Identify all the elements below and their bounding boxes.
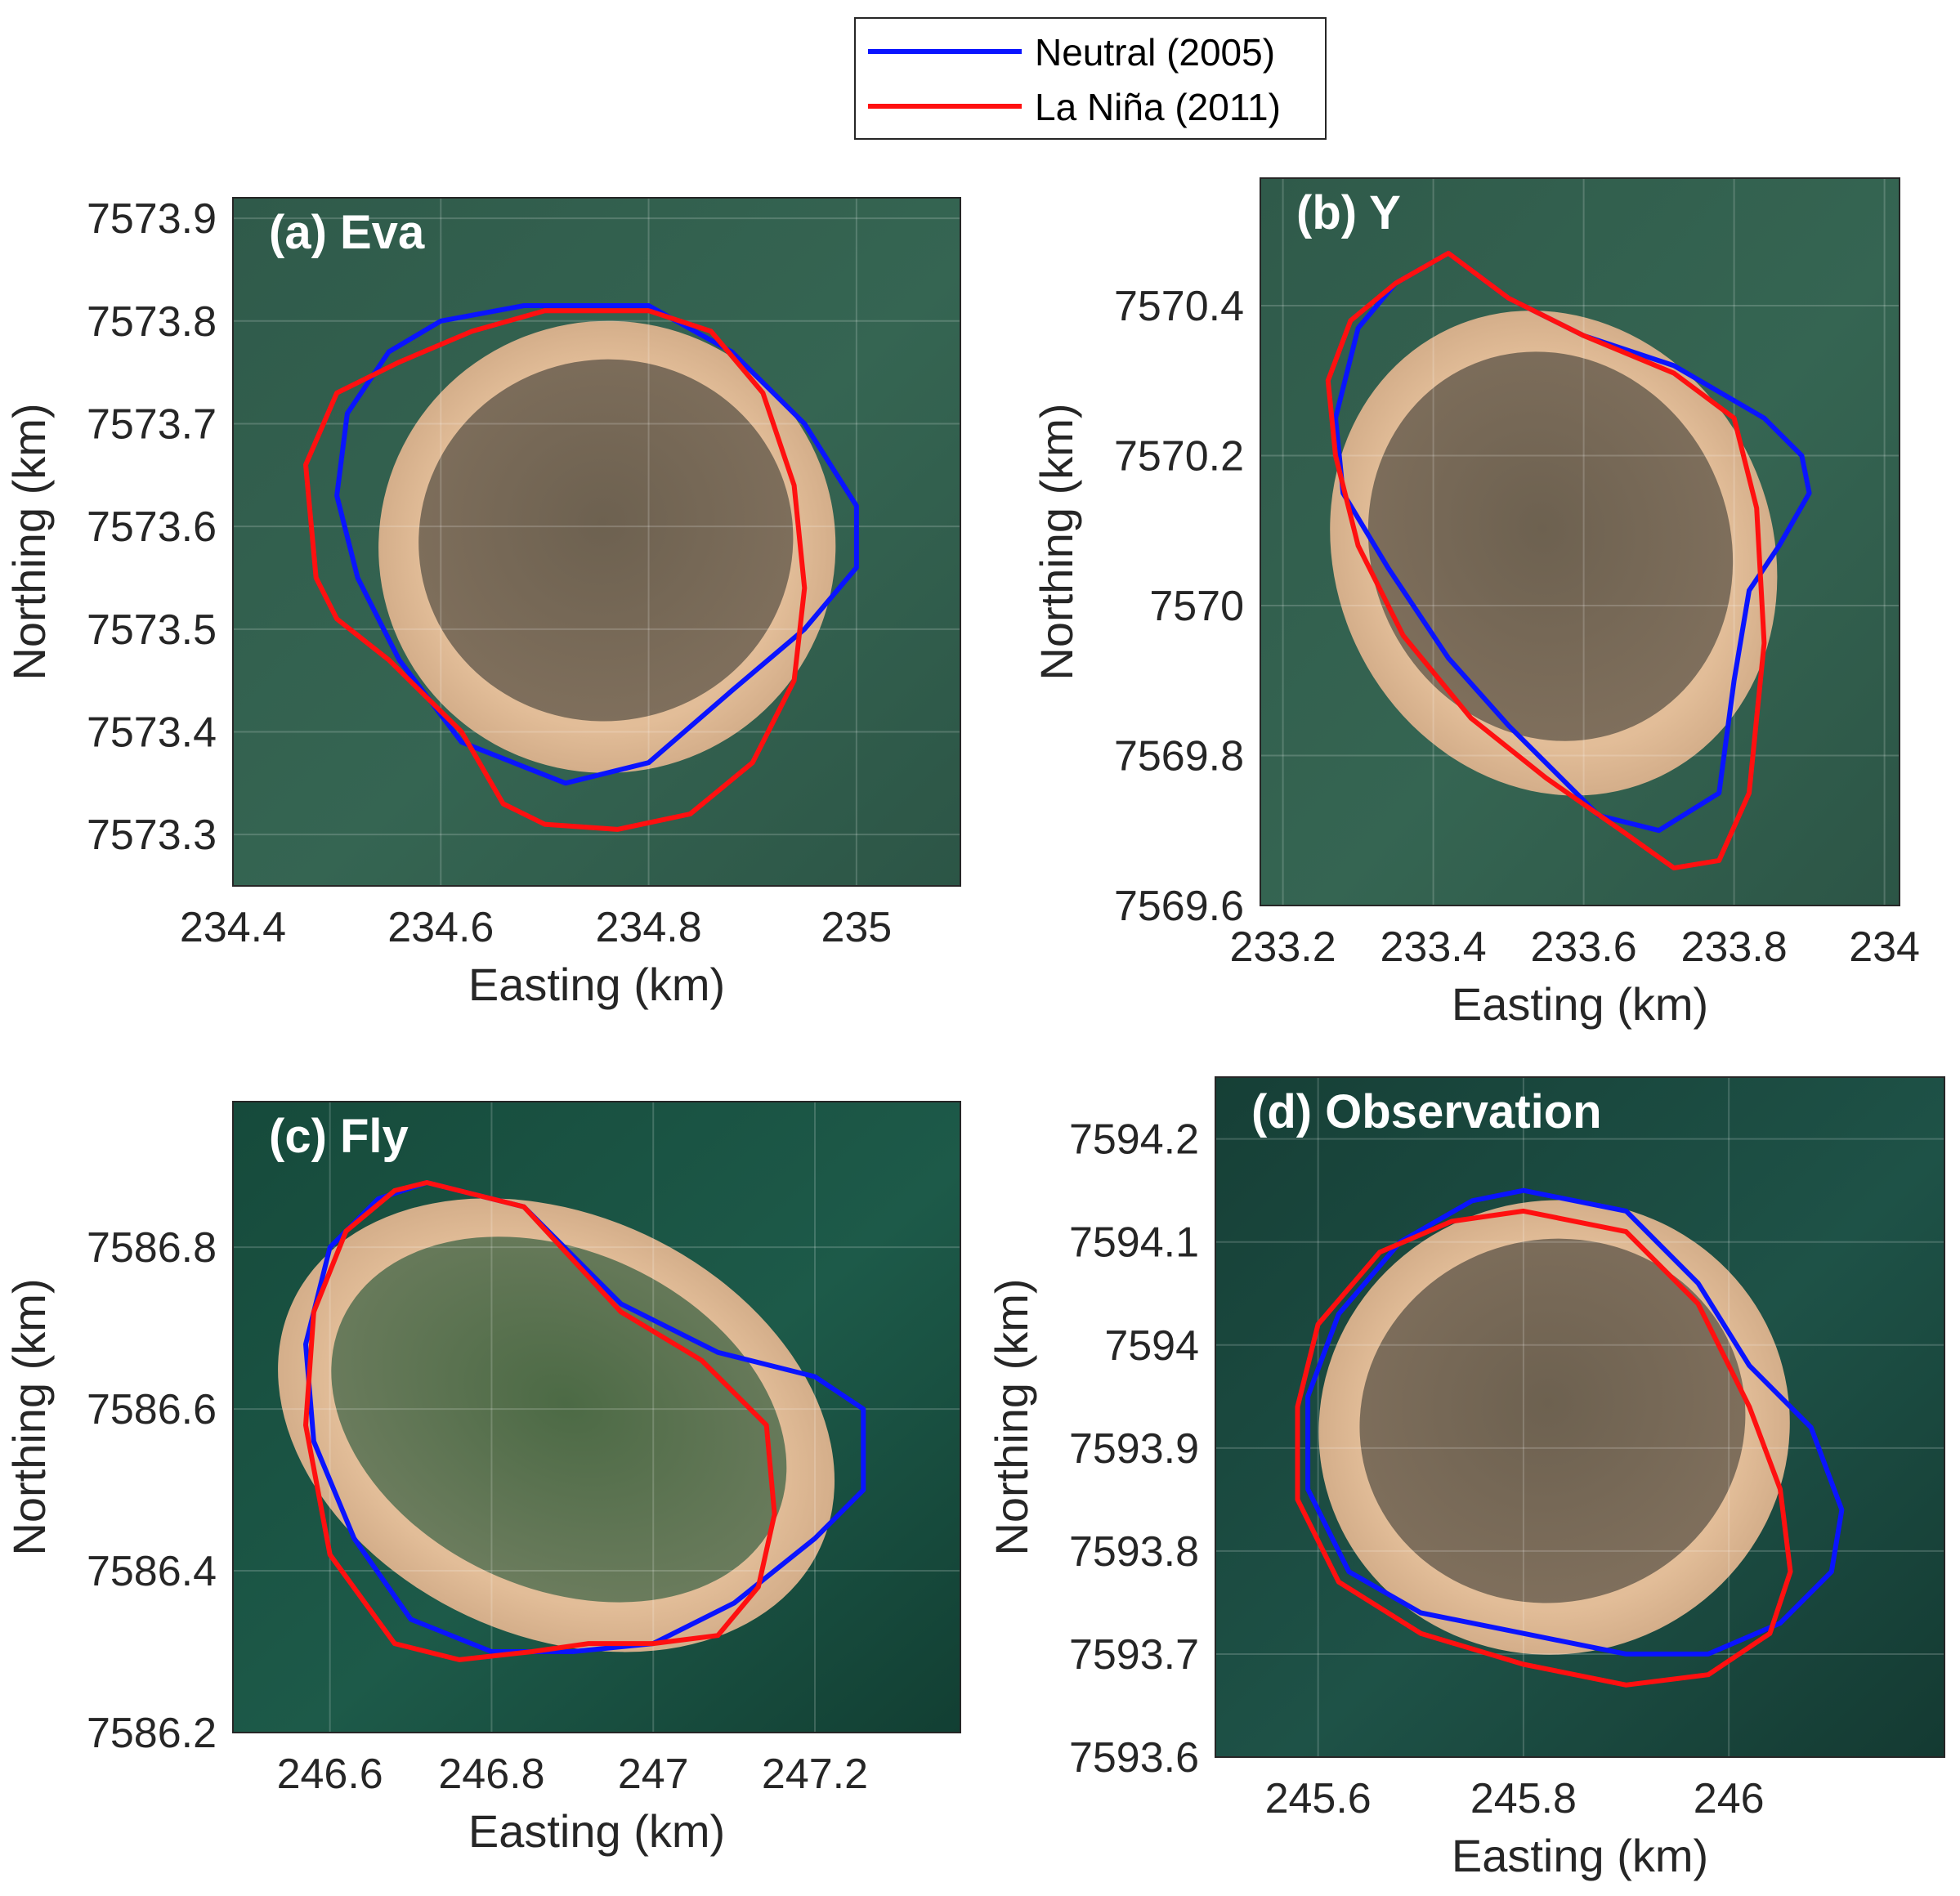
- panel-c-shoreline-la-nina-2011: [303, 1180, 777, 1662]
- panel-b-y-tick-label: 7570.2: [1114, 432, 1244, 480]
- panel-a-x-tick-label: 234.4: [180, 904, 286, 951]
- panel-b-x-tick-label: 233.6: [1531, 923, 1637, 971]
- panel-d-x-axis-title: Easting (km): [1452, 1830, 1708, 1881]
- panel-c-y-tick-label: 7586.8: [87, 1224, 217, 1272]
- panel-c-y-tick-label: 7586.4: [87, 1548, 217, 1595]
- panel-b-series: [1325, 250, 1812, 871]
- panel-a-y-tick-label: 7573.9: [87, 195, 217, 243]
- panel-c: (c) Fly 246.6 246.8 247 247.2 7586.27586.47…: [3, 1101, 961, 1857]
- panel-b-x-tick-labels: 233.2 233.4 233.6 233.8 234: [1230, 923, 1920, 971]
- panel-d-y-axis-title: Northing (km): [986, 1278, 1037, 1555]
- panel-b-y-tick-label: 7570: [1149, 583, 1244, 630]
- panel-c-x-tick-label: 246.8: [438, 1751, 544, 1798]
- panel-a-grid: [233, 198, 960, 886]
- panel-d-y-tick-labels: 7593.6 7593.7 7593.8 7593.9 7594 7594.1 7594.2: [1069, 1116, 1199, 1782]
- panel-c-y-tick-labels: 7586.2 7586.4 7586.6 7586.8: [87, 1224, 217, 1757]
- panel-a-x-tick-label: 234.8: [596, 904, 702, 951]
- panel-d-y-tick-label: 7593.9: [1069, 1425, 1199, 1473]
- panel-a: (a) Eva 234.4 234.6 234.8 235 7573.37573.47…: [3, 195, 961, 1010]
- panel-a-x-axis-title: Easting (km): [468, 959, 725, 1010]
- panel-d-x-tick-labels: 245.6 245.8 246: [1265, 1775, 1765, 1822]
- panel-c-x-tick-label: 247: [618, 1751, 689, 1798]
- panel-b-x-tick-label: 234: [1849, 923, 1920, 971]
- panel-b-y-axis-title: Northing (km): [1031, 403, 1082, 680]
- legend-entry-la-nina: La Niña (2011): [868, 86, 1281, 128]
- legend-entry-neutral: Neutral (2005): [868, 31, 1275, 74]
- panel-d-y-tick-label: 7594.2: [1069, 1116, 1199, 1164]
- panel-d-y-tick-label: 7593.7: [1069, 1631, 1199, 1679]
- legend-label-neutral: Neutral (2005): [1035, 31, 1275, 74]
- panel-b-island: [1330, 311, 1778, 796]
- panel-a-shoreline-la-nina-2011: [303, 308, 808, 832]
- legend: Neutral (2005) La Niña (2011): [854, 17, 1327, 140]
- panel-a-y-tick-label: 7573.4: [87, 709, 217, 756]
- panel-d-series: [1295, 1187, 1845, 1688]
- panel-b-grid: [1260, 178, 1900, 906]
- panel-a-island: [378, 320, 836, 773]
- panel-d-y-tick-label: 7593.8: [1069, 1528, 1199, 1576]
- panel-a-series: [303, 303, 859, 832]
- panel-a-y-tick-label: 7573.8: [87, 298, 217, 346]
- panel-c-grid: [233, 1102, 960, 1733]
- panel-c-y-tick-label: 7586.6: [87, 1386, 217, 1433]
- panel-d-x-tick-label: 245.8: [1470, 1775, 1577, 1822]
- panel-b-x-axis-title: Easting (km): [1452, 978, 1708, 1030]
- legend-box: [854, 17, 1327, 140]
- panel-d-island: [1318, 1200, 1790, 1655]
- panel-c-title: (c) Fly: [269, 1110, 409, 1163]
- panel-b-title: (b) Y: [1296, 186, 1401, 239]
- panel-c-x-tick-labels: 246.6 246.8 247 247.2: [277, 1751, 868, 1798]
- panel-b-y-tick-label: 7569.8: [1114, 732, 1244, 780]
- panel-a-island-vegetation: [418, 359, 794, 722]
- panel-a-y-tick-label: 7573.5: [87, 606, 217, 654]
- panel-a-y-tick-label: 7573.6: [87, 503, 217, 551]
- panel-c-axes-frame: [232, 1101, 961, 1733]
- panel-c-x-tick-label: 246.6: [277, 1751, 383, 1798]
- panel-d-y-tick-label: 7594.1: [1069, 1219, 1199, 1267]
- panel-a-x-tick-labels: 234.4 234.6 234.8 235: [180, 904, 892, 951]
- panel-c-y-tick-label: 7586.2: [87, 1710, 217, 1757]
- panel-d-shoreline-la-nina-2011: [1295, 1208, 1793, 1688]
- panel-d-y-tick-label: 7593.6: [1069, 1734, 1199, 1782]
- panel-a-title: (a) Eva: [269, 206, 425, 259]
- panel-c-x-axis-title: Easting (km): [468, 1805, 725, 1857]
- panel-b-island-vegetation: [1367, 351, 1734, 741]
- panel-c-y-axis-title: Northing (km): [3, 1278, 55, 1555]
- panel-b-y-tick-labels: 7569.6 7569.8 7570 7570.2 7570.4: [1114, 283, 1244, 930]
- panel-b-axes-frame: [1260, 177, 1900, 906]
- panel-b-x-tick-label: 233.8: [1681, 923, 1788, 971]
- panel-a-y-tick-label: 7573.7: [87, 400, 217, 448]
- panel-b-y-tick-label: 7569.6: [1114, 883, 1244, 930]
- panel-d-axes-frame: [1215, 1076, 1945, 1758]
- panel-a-y-tick-label: 7573.3: [87, 812, 217, 859]
- panel-c-series: [303, 1180, 866, 1662]
- panel-d-y-tick-label: 7594: [1104, 1322, 1199, 1370]
- panel-a-x-tick-label: 234.6: [387, 904, 494, 951]
- panel-d-island-vegetation: [1359, 1238, 1746, 1603]
- legend-label-la-nina: La Niña (2011): [1035, 86, 1281, 128]
- panel-d-x-tick-label: 245.6: [1265, 1775, 1372, 1822]
- panel-a-y-tick-labels: 7573.3 7573.4 7573.5 7573.6 7573.7 7573.8 7573…: [87, 195, 217, 859]
- panel-a-x-tick-label: 235: [821, 904, 892, 951]
- panel-b: (b) Y 233.2 233.4 233.6 233.8 234 7569.67569…: [1031, 177, 1920, 1030]
- panel-a-axes-frame: [232, 197, 961, 887]
- panel-d-shoreline-neutral-2005: [1305, 1187, 1845, 1657]
- panel-a-y-axis-title: Northing (km): [3, 403, 55, 680]
- panel-d: (d) Observation 245.6 245.8 246 7593.67593…: [986, 1076, 1945, 1881]
- panel-b-x-tick-label: 233.2: [1230, 923, 1336, 971]
- panel-b-y-tick-label: 7570.4: [1114, 283, 1244, 330]
- panel-b-shoreline-la-nina-2011: [1325, 250, 1767, 871]
- panel-d-title: (d) Observation: [1251, 1085, 1602, 1138]
- panel-b-x-tick-label: 233.4: [1381, 923, 1487, 971]
- panel-d-x-tick-label: 246: [1694, 1775, 1765, 1822]
- panel-c-x-tick-label: 247.2: [762, 1751, 868, 1798]
- panel-a-shoreline-neutral-2005: [334, 303, 859, 786]
